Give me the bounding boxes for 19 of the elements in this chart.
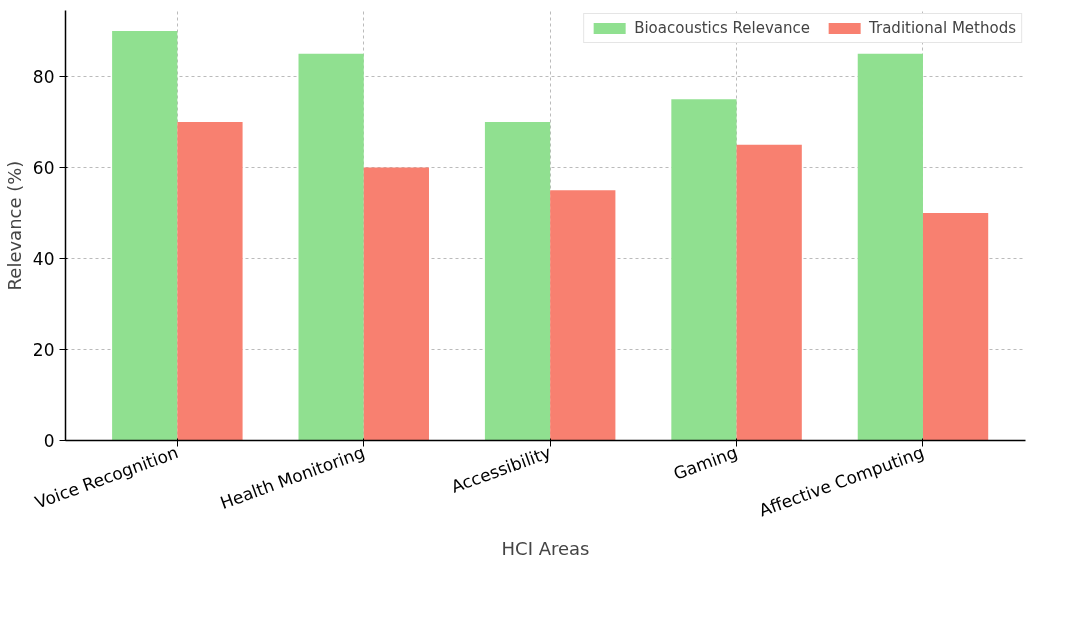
bar	[298, 53, 364, 441]
bar	[922, 212, 989, 441]
bar	[363, 167, 429, 441]
bar	[857, 53, 923, 441]
y-tick-label: 80	[32, 66, 55, 87]
y-tick-label: 40	[32, 248, 55, 269]
y-tick-label: 60	[32, 157, 55, 178]
bar	[112, 30, 178, 441]
legend-label: Traditional Methods	[869, 19, 1016, 37]
bar	[671, 99, 737, 441]
y-tick-label: 0	[43, 431, 55, 451]
bar	[550, 190, 616, 441]
y-tick-label: 20	[32, 339, 55, 360]
bar	[484, 121, 551, 441]
bar	[177, 121, 243, 441]
legend-label: Bioacoustics Relevance	[634, 19, 811, 37]
y-axis-title: Relevance (%)	[3, 160, 25, 291]
x-axis-title: HCI Areas	[501, 537, 590, 559]
bar	[736, 144, 802, 441]
